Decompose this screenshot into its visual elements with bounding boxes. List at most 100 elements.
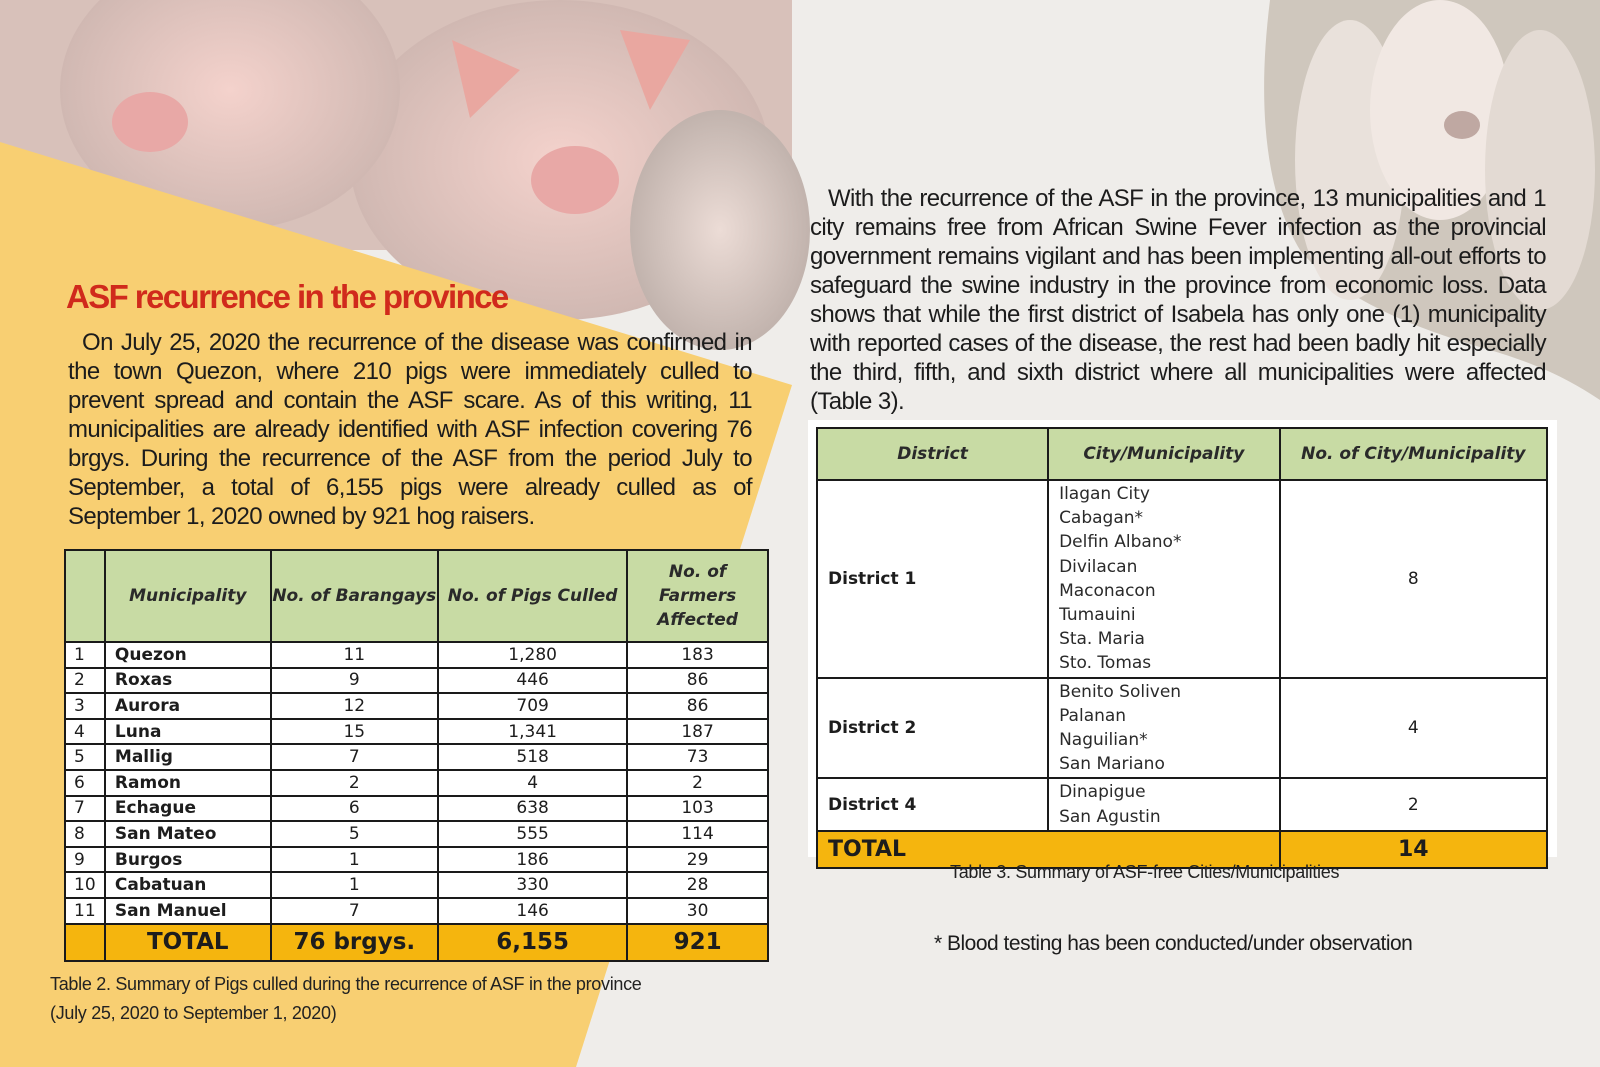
city-name: Palanan bbox=[1059, 705, 1127, 726]
row-cities: Benito Soliven Palanan Naguilian* San Maria… bbox=[1047, 676, 1281, 780]
total-index bbox=[64, 922, 106, 962]
row-index: 6 bbox=[64, 768, 106, 797]
row-index: 2 bbox=[64, 666, 106, 695]
table-row: 7 Echague 6 638 103 bbox=[64, 794, 769, 823]
table-row: District 4 Dinapigue San Agustin 2 bbox=[815, 777, 1549, 832]
row-farmers-affected: 86 bbox=[626, 692, 769, 720]
row-pigs-culled: 330 bbox=[437, 871, 629, 899]
row-municipality: Cabatuan bbox=[103, 871, 272, 899]
row-farmers-affected: 187 bbox=[626, 717, 769, 746]
table-row: 3 Aurora 12 709 86 bbox=[64, 692, 769, 720]
table-row: District 2 Benito Soliven Palanan Naguilian… bbox=[815, 676, 1549, 780]
row-municipality: Luna bbox=[103, 717, 272, 746]
row-barangays: 7 bbox=[269, 896, 440, 925]
header-pigs-culled: No. of Pigs Culled bbox=[437, 549, 629, 643]
table-asf-free: District City/Municipality No. of City/M… bbox=[815, 427, 1549, 869]
header-city-municipality: City/Municipality bbox=[1047, 427, 1281, 481]
pigs-photo bbox=[0, 0, 810, 350]
row-pigs-culled: 446 bbox=[437, 666, 629, 695]
row-farmers-affected: 29 bbox=[626, 845, 769, 874]
row-municipality: Aurora bbox=[103, 692, 272, 720]
table3-caption: Table 3. Summary of ASF-free Cities/Muni… bbox=[950, 862, 1340, 882]
header-farmers-affected: No. of Farmers Affected bbox=[626, 549, 769, 643]
row-district: District 4 bbox=[815, 777, 1050, 832]
row-index: 10 bbox=[64, 871, 106, 899]
row-count: 2 bbox=[1278, 777, 1549, 832]
row-barangays: 1 bbox=[269, 845, 440, 874]
table3-panel: District City/Municipality No. of City/M… bbox=[808, 420, 1557, 869]
table-row: 10 Cabatuan 1 330 28 bbox=[64, 871, 769, 899]
row-municipality: Burgos bbox=[103, 845, 272, 874]
table-row: 4 Luna 15 1,341 187 bbox=[64, 717, 769, 746]
row-municipality: Mallig bbox=[103, 743, 272, 771]
row-municipality: Ramon bbox=[103, 768, 272, 797]
footnote: * Blood testing has been conducted/under… bbox=[934, 932, 1413, 955]
pigs-photo-right bbox=[1264, 0, 1600, 400]
row-barangays: 12 bbox=[269, 692, 440, 720]
city-name: Ilagan City bbox=[1059, 484, 1150, 504]
row-pigs-culled: 146 bbox=[437, 896, 629, 925]
city-name: Tumauini bbox=[1059, 605, 1136, 626]
row-barangays: 7 bbox=[269, 743, 440, 771]
row-barangays: 2 bbox=[269, 768, 440, 797]
row-index: 1 bbox=[64, 641, 106, 669]
row-district: District 1 bbox=[815, 479, 1050, 679]
city-name: Delfin Albano* bbox=[1059, 532, 1182, 553]
table-row: 9 Burgos 1 186 29 bbox=[64, 845, 769, 874]
row-farmers-affected: 183 bbox=[626, 641, 769, 669]
row-pigs-culled: 186 bbox=[437, 845, 629, 874]
row-farmers-affected: 103 bbox=[626, 794, 769, 823]
header-count: No. of City/Municipality bbox=[1278, 427, 1549, 481]
table2-header-row: Municipality No. of Barangays No. of Pig… bbox=[64, 549, 769, 643]
row-index: 11 bbox=[64, 896, 106, 925]
row-municipality: San Mateo bbox=[103, 820, 272, 848]
row-pigs-culled: 638 bbox=[437, 794, 629, 823]
city-name: Benito Soliven bbox=[1059, 681, 1182, 702]
city-name: Divilacan bbox=[1059, 556, 1138, 577]
row-count: 8 bbox=[1278, 479, 1549, 679]
row-barangays: 1 bbox=[269, 871, 440, 899]
row-pigs-culled: 709 bbox=[437, 692, 629, 720]
table3-total-value: 14 bbox=[1278, 829, 1549, 869]
row-farmers-affected: 86 bbox=[626, 666, 769, 695]
row-farmers-affected: 2 bbox=[626, 768, 769, 797]
table-row: 6 Ramon 2 4 2 bbox=[64, 768, 769, 797]
city-name: San Mariano bbox=[1059, 754, 1165, 775]
row-municipality: Roxas bbox=[103, 666, 272, 695]
row-index: 9 bbox=[64, 845, 106, 874]
table3-total-label: TOTAL bbox=[816, 829, 1281, 869]
row-municipality: San Manuel bbox=[103, 896, 272, 925]
row-barangays: 6 bbox=[269, 794, 440, 823]
row-district: District 2 bbox=[815, 676, 1050, 780]
table2-caption-line2: (July 25, 2020 to September 1, 2020) bbox=[50, 1003, 337, 1023]
header-barangays: No. of Barangays bbox=[269, 549, 440, 643]
row-barangays: 5 bbox=[269, 820, 440, 848]
city-name: Sto. Tomas bbox=[1059, 653, 1152, 674]
row-count: 4 bbox=[1278, 676, 1549, 780]
row-farmers-affected: 114 bbox=[626, 820, 769, 848]
row-municipality: Quezon bbox=[103, 641, 272, 669]
table-row: District 1 Ilagan City Cabagan* Delfin Alba… bbox=[815, 479, 1549, 679]
total-label: TOTAL bbox=[103, 922, 272, 962]
table-row: 5 Mallig 7 518 73 bbox=[64, 743, 769, 771]
table2-total-row: TOTAL 76 brgys. 6,155 921 bbox=[64, 922, 769, 962]
row-pigs-culled: 555 bbox=[437, 820, 629, 848]
table-pigs-culled: Municipality No. of Barangays No. of Pig… bbox=[64, 549, 769, 962]
total-pigs-culled: 6,155 bbox=[437, 922, 629, 962]
table-row: 11 San Manuel 7 146 30 bbox=[64, 896, 769, 925]
row-farmers-affected: 28 bbox=[626, 871, 769, 899]
row-barangays: 11 bbox=[269, 641, 440, 669]
city-name: San Agustin bbox=[1059, 806, 1161, 827]
city-name: Cabagan* bbox=[1059, 508, 1144, 529]
row-index: 8 bbox=[64, 820, 106, 848]
row-index: 5 bbox=[64, 743, 106, 771]
row-farmers-affected: 30 bbox=[626, 896, 769, 925]
total-farmers: 921 bbox=[626, 922, 769, 962]
header-index bbox=[64, 549, 106, 643]
row-pigs-culled: 4 bbox=[437, 768, 629, 797]
row-pigs-culled: 1,280 bbox=[437, 641, 629, 669]
right-paragraph: With the recurrence of the ASF in the pr… bbox=[810, 185, 1547, 415]
row-farmers-affected: 73 bbox=[626, 743, 769, 771]
row-pigs-culled: 518 bbox=[437, 743, 629, 771]
row-index: 7 bbox=[64, 794, 106, 823]
